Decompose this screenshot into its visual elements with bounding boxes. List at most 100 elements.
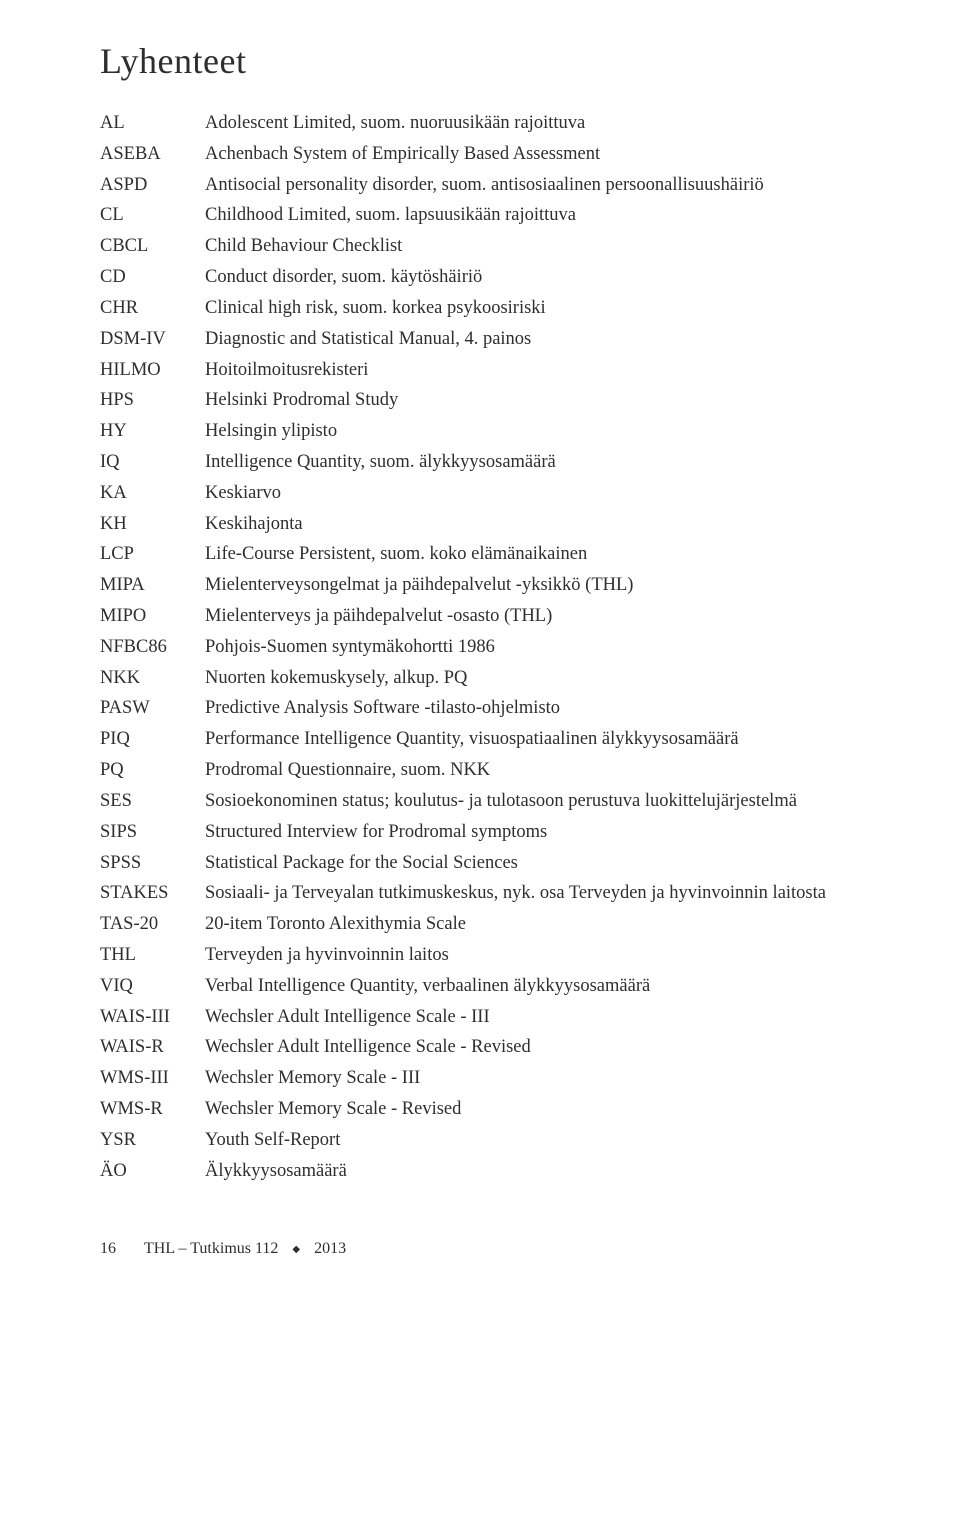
- abbreviation-entry: STAKESSosiaali- ja Terveyalan tutkimuske…: [100, 880, 900, 907]
- abbreviation-entry: ALAdolescent Limited, suom. nuoruusikään…: [100, 110, 900, 137]
- abbreviation-definition: Sosioekonominen status; koulutus- ja tul…: [205, 788, 900, 815]
- abbreviation-term: WAIS-III: [100, 1004, 205, 1031]
- abbreviation-entry: MIPOMielenterveys ja päihdepalvelut -osa…: [100, 603, 900, 630]
- abbreviation-term: MIPA: [100, 572, 205, 599]
- abbreviation-entry: PQProdromal Questionnaire, suom. NKK: [100, 757, 900, 784]
- abbreviation-term: CL: [100, 202, 205, 229]
- page-title: Lyhenteet: [100, 40, 900, 82]
- page-footer: 16 THL – Tutkimus 112 ◆ 2013: [100, 1240, 900, 1258]
- abbreviation-definition: Predictive Analysis Software -tilasto-oh…: [205, 695, 900, 722]
- abbreviation-entry: ÄOÄlykkyysosamäärä: [100, 1158, 900, 1185]
- abbreviation-term: ASEBA: [100, 141, 205, 168]
- abbreviation-term: WAIS-R: [100, 1034, 205, 1061]
- abbreviation-entry: VIQVerbal Intelligence Quantity, verbaal…: [100, 973, 900, 1000]
- abbreviation-definition: Statistical Package for the Social Scien…: [205, 850, 900, 877]
- abbreviation-term: SIPS: [100, 819, 205, 846]
- abbreviation-term: PQ: [100, 757, 205, 784]
- abbreviation-definition: Conduct disorder, suom. käytöshäiriö: [205, 264, 900, 291]
- abbreviation-entry: PIQPerformance Intelligence Quantity, vi…: [100, 726, 900, 753]
- abbreviation-definition: Verbal Intelligence Quantity, verbaaline…: [205, 973, 900, 1000]
- abbreviation-definition: Wechsler Adult Intelligence Scale - Revi…: [205, 1034, 900, 1061]
- abbreviation-entry: DSM-IVDiagnostic and Statistical Manual,…: [100, 326, 900, 353]
- abbreviation-definition: Wechsler Adult Intelligence Scale - III: [205, 1004, 900, 1031]
- abbreviation-term: ASPD: [100, 172, 205, 199]
- abbreviation-term: LCP: [100, 541, 205, 568]
- abbreviation-entry: NKKNuorten kokemuskysely, alkup. PQ: [100, 665, 900, 692]
- abbreviation-term: IQ: [100, 449, 205, 476]
- abbreviation-definition: Keskiarvo: [205, 480, 900, 507]
- abbreviation-definition: Helsinki Prodromal Study: [205, 387, 900, 414]
- abbreviation-term: TAS-20: [100, 911, 205, 938]
- abbreviation-definition: Childhood Limited, suom. lapsuusikään ra…: [205, 202, 900, 229]
- abbreviation-list: ALAdolescent Limited, suom. nuoruusikään…: [100, 110, 900, 1184]
- abbreviation-definition: Diagnostic and Statistical Manual, 4. pa…: [205, 326, 900, 353]
- abbreviation-entry: WMS-IIIWechsler Memory Scale - III: [100, 1065, 900, 1092]
- abbreviation-entry: SESSosioekonominen status; koulutus- ja …: [100, 788, 900, 815]
- abbreviation-definition: Structured Interview for Prodromal sympt…: [205, 819, 900, 846]
- abbreviation-entry: CDConduct disorder, suom. käytöshäiriö: [100, 264, 900, 291]
- abbreviation-definition: Prodromal Questionnaire, suom. NKK: [205, 757, 900, 784]
- abbreviation-term: CD: [100, 264, 205, 291]
- abbreviation-definition: Wechsler Memory Scale - III: [205, 1065, 900, 1092]
- abbreviation-definition: Clinical high risk, suom. korkea psykoos…: [205, 295, 900, 322]
- abbreviation-entry: PASWPredictive Analysis Software -tilast…: [100, 695, 900, 722]
- abbreviation-term: NKK: [100, 665, 205, 692]
- abbreviation-entry: LCPLife-Course Persistent, suom. koko el…: [100, 541, 900, 568]
- abbreviation-definition: Keskihajonta: [205, 511, 900, 538]
- page-container: Lyhenteet ALAdolescent Limited, suom. nu…: [0, 0, 960, 1288]
- abbreviation-definition: Älykkyysosamäärä: [205, 1158, 900, 1185]
- abbreviation-entry: KHKeskihajonta: [100, 511, 900, 538]
- abbreviation-entry: IQIntelligence Quantity, suom. älykkyyso…: [100, 449, 900, 476]
- abbreviation-term: PASW: [100, 695, 205, 722]
- abbreviation-entry: WAIS-RWechsler Adult Intelligence Scale …: [100, 1034, 900, 1061]
- abbreviation-definition: Youth Self-Report: [205, 1127, 900, 1154]
- abbreviation-entry: KAKeskiarvo: [100, 480, 900, 507]
- abbreviation-term: MIPO: [100, 603, 205, 630]
- abbreviation-entry: SIPSStructured Interview for Prodromal s…: [100, 819, 900, 846]
- abbreviation-definition: Child Behaviour Checklist: [205, 233, 900, 260]
- abbreviation-term: KH: [100, 511, 205, 538]
- abbreviation-term: AL: [100, 110, 205, 137]
- abbreviation-entry: HPSHelsinki Prodromal Study: [100, 387, 900, 414]
- abbreviation-term: THL: [100, 942, 205, 969]
- abbreviation-definition: Antisocial personality disorder, suom. a…: [205, 172, 900, 199]
- abbreviation-definition: Nuorten kokemuskysely, alkup. PQ: [205, 665, 900, 692]
- abbreviation-entry: MIPAMielenterveysongelmat ja päihdepalve…: [100, 572, 900, 599]
- abbreviation-definition: Life-Course Persistent, suom. koko elämä…: [205, 541, 900, 568]
- abbreviation-entry: ASEBAAchenbach System of Empirically Bas…: [100, 141, 900, 168]
- abbreviation-term: SPSS: [100, 850, 205, 877]
- footer-year: 2013: [314, 1240, 346, 1258]
- abbreviation-entry: ASPDAntisocial personality disorder, suo…: [100, 172, 900, 199]
- abbreviation-definition: Mielenterveys ja päihdepalvelut -osasto …: [205, 603, 900, 630]
- abbreviation-definition: Performance Intelligence Quantity, visuo…: [205, 726, 900, 753]
- abbreviation-definition: Hoitoilmoitusrekisteri: [205, 357, 900, 384]
- abbreviation-term: HY: [100, 418, 205, 445]
- footer-text: THL – Tutkimus 112: [144, 1240, 278, 1258]
- abbreviation-term: STAKES: [100, 880, 205, 907]
- abbreviation-entry: CBCLChild Behaviour Checklist: [100, 233, 900, 260]
- abbreviation-term: DSM-IV: [100, 326, 205, 353]
- abbreviation-entry: HYHelsingin ylipisto: [100, 418, 900, 445]
- abbreviation-entry: SPSSStatistical Package for the Social S…: [100, 850, 900, 877]
- abbreviation-term: VIQ: [100, 973, 205, 1000]
- abbreviation-term: SES: [100, 788, 205, 815]
- abbreviation-entry: TAS-2020-item Toronto Alexithymia Scale: [100, 911, 900, 938]
- abbreviation-definition: Achenbach System of Empirically Based As…: [205, 141, 900, 168]
- abbreviation-definition: Pohjois-Suomen syntymäkohortti 1986: [205, 634, 900, 661]
- abbreviation-entry: WMS-RWechsler Memory Scale - Revised: [100, 1096, 900, 1123]
- diamond-icon: ◆: [292, 1244, 300, 1255]
- abbreviation-definition: Intelligence Quantity, suom. älykkyysosa…: [205, 449, 900, 476]
- abbreviation-term: YSR: [100, 1127, 205, 1154]
- abbreviation-term: PIQ: [100, 726, 205, 753]
- abbreviation-definition: Mielenterveysongelmat ja päihdepalvelut …: [205, 572, 900, 599]
- abbreviation-term: KA: [100, 480, 205, 507]
- abbreviation-definition: Sosiaali- ja Terveyalan tutkimuskeskus, …: [205, 880, 900, 907]
- abbreviation-entry: THLTerveyden ja hyvinvoinnin laitos: [100, 942, 900, 969]
- abbreviation-term: WMS-III: [100, 1065, 205, 1092]
- abbreviation-entry: YSRYouth Self-Report: [100, 1127, 900, 1154]
- abbreviation-entry: WAIS-IIIWechsler Adult Intelligence Scal…: [100, 1004, 900, 1031]
- abbreviation-entry: NFBC86Pohjois-Suomen syntymäkohortti 198…: [100, 634, 900, 661]
- abbreviation-entry: HILMOHoitoilmoitusrekisteri: [100, 357, 900, 384]
- abbreviation-term: WMS-R: [100, 1096, 205, 1123]
- abbreviation-entry: CHRClinical high risk, suom. korkea psyk…: [100, 295, 900, 322]
